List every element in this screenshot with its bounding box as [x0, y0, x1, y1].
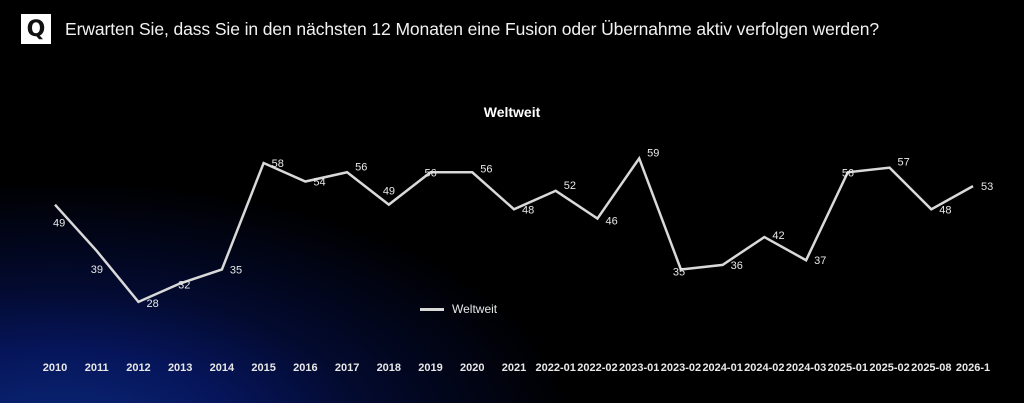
x-axis-tick: 2024-02 — [744, 362, 784, 374]
data-label: 59 — [647, 147, 659, 159]
question-icon: Q — [21, 14, 51, 44]
data-label: 54 — [313, 177, 325, 189]
question-text: Erwarten Sie, dass Sie in den nächsten 1… — [65, 18, 879, 39]
data-label: 58 — [272, 158, 284, 170]
x-axis-tick: 2026-1 — [956, 362, 990, 374]
x-axis-tick: 2025-02 — [869, 362, 909, 374]
x-axis-tick: 2011 — [85, 362, 109, 374]
data-label: 46 — [605, 216, 617, 228]
x-axis-tick: 2015 — [251, 362, 275, 374]
x-axis-tick: 2020 — [460, 362, 484, 374]
x-axis-tick: 2025-01 — [828, 362, 868, 374]
x-axis-tick: 2019 — [418, 362, 442, 374]
data-label: 48 — [939, 204, 951, 216]
data-label: 37 — [814, 255, 826, 267]
data-label: 56 — [842, 167, 854, 179]
x-axis-tick: 2013 — [168, 362, 192, 374]
data-label: 35 — [230, 264, 242, 276]
x-axis-tick: 2023-01 — [619, 362, 659, 374]
x-axis-tick: 2012 — [126, 362, 150, 374]
data-label: 49 — [383, 186, 395, 198]
x-axis-tick: 2022-02 — [577, 362, 617, 374]
x-axis-tick: 2017 — [335, 362, 359, 374]
x-axis-tick: 2024-03 — [786, 362, 826, 374]
data-label: 56 — [355, 161, 367, 173]
data-label: 52 — [564, 180, 576, 192]
x-axis-tick: 2022-01 — [536, 362, 576, 374]
data-label: 39 — [91, 264, 103, 276]
data-label: 57 — [898, 157, 910, 169]
data-label: 42 — [772, 230, 784, 242]
data-label: 56 — [425, 167, 437, 179]
data-label: 49 — [53, 218, 65, 230]
x-axis-tick: 2010 — [43, 362, 67, 374]
header: Q Erwarten Sie, dass Sie in den nächsten… — [21, 14, 879, 44]
legend: Weltweit — [420, 302, 497, 316]
x-axis-tick: 2016 — [293, 362, 317, 374]
x-axis-tick: 2014 — [210, 362, 235, 374]
legend-line-icon — [420, 307, 444, 311]
data-label: 32 — [178, 279, 190, 291]
data-label: 53 — [981, 181, 993, 193]
data-label: 36 — [731, 260, 743, 272]
x-axis-tick: 2025-08 — [911, 362, 951, 374]
x-axis-tick: 2023-02 — [661, 362, 701, 374]
x-axis-tick: 2021 — [502, 362, 526, 374]
data-label: 28 — [146, 298, 158, 310]
x-axis-tick: 2018 — [377, 362, 401, 374]
data-label: 56 — [480, 163, 492, 175]
data-label: 48 — [522, 204, 534, 216]
chart-title: Weltweit — [483, 104, 541, 120]
series-line-weltweit — [54, 155, 974, 304]
x-axis-tick: 2024-01 — [702, 362, 742, 374]
data-label: 35 — [673, 266, 685, 278]
legend-label: Weltweit — [452, 302, 498, 316]
